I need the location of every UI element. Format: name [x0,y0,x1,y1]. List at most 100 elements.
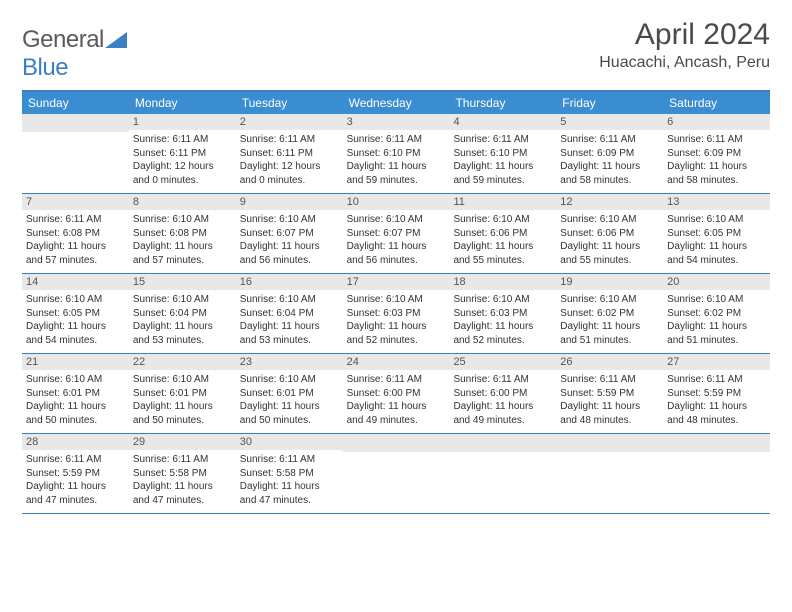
weekday-header: Sunday [22,92,129,114]
day-cell [22,114,129,193]
day-number: 28 [22,434,129,450]
sunrise-text: Sunrise: 6:10 AM [453,213,552,227]
daylight1-text: Daylight: 11 hours [453,320,552,334]
sunrise-text: Sunrise: 6:11 AM [240,133,339,147]
day-cell [449,434,556,513]
day-number: 25 [449,354,556,370]
day-cell: 9Sunrise: 6:10 AMSunset: 6:07 PMDaylight… [236,194,343,273]
day-body: Sunrise: 6:10 AMSunset: 6:04 PMDaylight:… [129,290,236,353]
sunrise-text: Sunrise: 6:11 AM [667,133,766,147]
day-cell: 6Sunrise: 6:11 AMSunset: 6:09 PMDaylight… [663,114,770,193]
daylight1-text: Daylight: 11 hours [240,320,339,334]
daylight1-text: Daylight: 11 hours [560,400,659,414]
daylight2-text: and 50 minutes. [26,414,125,428]
day-body: Sunrise: 6:11 AMSunset: 5:59 PMDaylight:… [663,370,770,433]
day-cell: 12Sunrise: 6:10 AMSunset: 6:06 PMDayligh… [556,194,663,273]
day-body: Sunrise: 6:10 AMSunset: 6:05 PMDaylight:… [663,210,770,273]
calendar-page: GeneralBlue April 2024 Huacachi, Ancash,… [0,0,792,514]
daylight2-text: and 59 minutes. [453,174,552,188]
day-cell: 15Sunrise: 6:10 AMSunset: 6:04 PMDayligh… [129,274,236,353]
sunset-text: Sunset: 6:00 PM [453,387,552,401]
day-body: Sunrise: 6:11 AMSunset: 6:09 PMDaylight:… [556,130,663,193]
day-number: 6 [663,114,770,130]
day-body: Sunrise: 6:11 AMSunset: 6:09 PMDaylight:… [663,130,770,193]
sunrise-text: Sunrise: 6:11 AM [347,373,446,387]
day-number: 11 [449,194,556,210]
day-cell: 7Sunrise: 6:11 AMSunset: 6:08 PMDaylight… [22,194,129,273]
day-cell: 4Sunrise: 6:11 AMSunset: 6:10 PMDaylight… [449,114,556,193]
sunset-text: Sunset: 6:09 PM [667,147,766,161]
header: GeneralBlue April 2024 Huacachi, Ancash,… [22,18,770,82]
sunrise-text: Sunrise: 6:11 AM [133,133,232,147]
day-cell: 10Sunrise: 6:10 AMSunset: 6:07 PMDayligh… [343,194,450,273]
sunrise-text: Sunrise: 6:10 AM [133,213,232,227]
day-cell: 16Sunrise: 6:10 AMSunset: 6:04 PMDayligh… [236,274,343,353]
daylight2-text: and 56 minutes. [347,254,446,268]
daylight1-text: Daylight: 11 hours [347,320,446,334]
daylight1-text: Daylight: 11 hours [240,480,339,494]
daylight2-text: and 58 minutes. [560,174,659,188]
day-body: Sunrise: 6:10 AMSunset: 6:07 PMDaylight:… [343,210,450,273]
daylight1-text: Daylight: 11 hours [240,400,339,414]
daylight2-text: and 57 minutes. [133,254,232,268]
daylight1-text: Daylight: 11 hours [347,400,446,414]
daylight1-text: Daylight: 11 hours [453,400,552,414]
day-number: 2 [236,114,343,130]
day-cell: 8Sunrise: 6:10 AMSunset: 6:08 PMDaylight… [129,194,236,273]
day-cell: 18Sunrise: 6:10 AMSunset: 6:03 PMDayligh… [449,274,556,353]
week-row: 7Sunrise: 6:11 AMSunset: 6:08 PMDaylight… [22,194,770,274]
daylight1-text: Daylight: 11 hours [667,160,766,174]
sunset-text: Sunset: 5:58 PM [133,467,232,481]
weekday-header: Friday [556,92,663,114]
daylight2-text: and 47 minutes. [133,494,232,508]
sunrise-text: Sunrise: 6:10 AM [133,373,232,387]
daylight2-text: and 56 minutes. [240,254,339,268]
sunrise-text: Sunrise: 6:11 AM [133,453,232,467]
sunrise-text: Sunrise: 6:11 AM [240,453,339,467]
daylight2-text: and 54 minutes. [26,334,125,348]
daylight1-text: Daylight: 11 hours [560,240,659,254]
logo-text: GeneralBlue [22,26,128,82]
daylight2-text: and 50 minutes. [240,414,339,428]
week-row: 21Sunrise: 6:10 AMSunset: 6:01 PMDayligh… [22,354,770,434]
sunrise-text: Sunrise: 6:11 AM [453,133,552,147]
calendar: Sunday Monday Tuesday Wednesday Thursday… [22,90,770,514]
weekday-header: Monday [129,92,236,114]
sunset-text: Sunset: 5:59 PM [560,387,659,401]
title-block: April 2024 Huacachi, Ancash, Peru [599,18,770,72]
weekday-header: Saturday [663,92,770,114]
daylight2-text: and 55 minutes. [453,254,552,268]
sunset-text: Sunset: 5:59 PM [667,387,766,401]
day-body: Sunrise: 6:11 AMSunset: 6:10 PMDaylight:… [449,130,556,193]
day-cell [343,434,450,513]
daylight1-text: Daylight: 11 hours [133,240,232,254]
sunset-text: Sunset: 6:11 PM [240,147,339,161]
day-cell: 23Sunrise: 6:10 AMSunset: 6:01 PMDayligh… [236,354,343,433]
day-cell: 2Sunrise: 6:11 AMSunset: 6:11 PMDaylight… [236,114,343,193]
daylight1-text: Daylight: 11 hours [453,240,552,254]
day-number: 17 [343,274,450,290]
daylight2-text: and 57 minutes. [26,254,125,268]
daylight1-text: Daylight: 11 hours [26,240,125,254]
day-number: 13 [663,194,770,210]
weekday-header-row: Sunday Monday Tuesday Wednesday Thursday… [22,92,770,114]
daylight2-text: and 53 minutes. [133,334,232,348]
daylight2-text: and 51 minutes. [560,334,659,348]
sunset-text: Sunset: 6:08 PM [133,227,232,241]
daylight2-text: and 55 minutes. [560,254,659,268]
day-number: 15 [129,274,236,290]
sunrise-text: Sunrise: 6:11 AM [560,373,659,387]
day-cell: 21Sunrise: 6:10 AMSunset: 6:01 PMDayligh… [22,354,129,433]
sunset-text: Sunset: 6:09 PM [560,147,659,161]
day-cell: 3Sunrise: 6:11 AMSunset: 6:10 PMDaylight… [343,114,450,193]
day-body: Sunrise: 6:11 AMSunset: 6:00 PMDaylight:… [343,370,450,433]
day-number: 3 [343,114,450,130]
sunset-text: Sunset: 6:08 PM [26,227,125,241]
sunset-text: Sunset: 6:01 PM [133,387,232,401]
day-number: 18 [449,274,556,290]
day-body: Sunrise: 6:11 AMSunset: 5:58 PMDaylight:… [129,450,236,513]
location: Huacachi, Ancash, Peru [599,54,770,72]
daylight2-text: and 0 minutes. [133,174,232,188]
day-cell [663,434,770,513]
sunset-text: Sunset: 5:58 PM [240,467,339,481]
